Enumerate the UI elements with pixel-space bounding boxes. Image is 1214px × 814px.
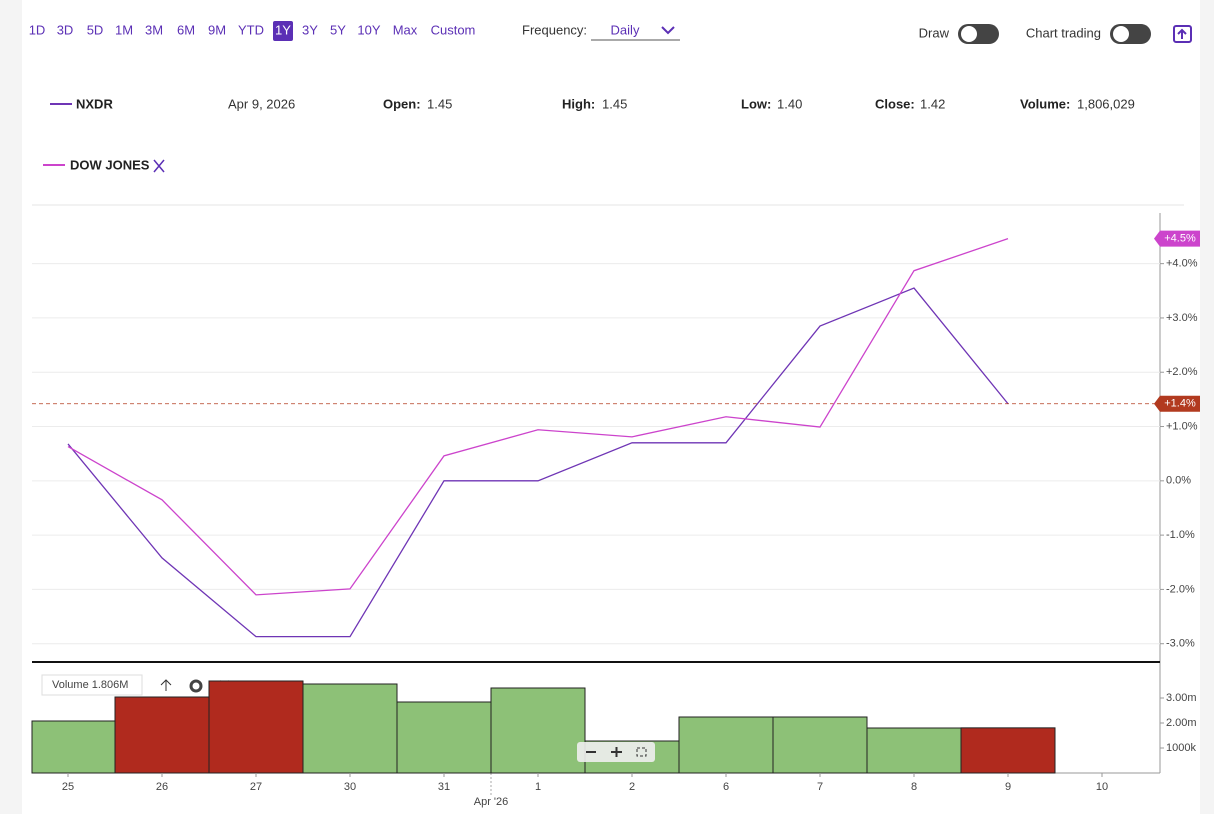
high-value: 1.45: [602, 96, 627, 111]
range-button[interactable]: 5Y: [330, 22, 346, 37]
range-button[interactable]: 5D: [87, 22, 104, 37]
volume-value: 1,806,029: [1077, 96, 1135, 111]
volume-legend: Volume 1.806M: [52, 679, 128, 691]
x-tick-label: 7: [817, 781, 823, 793]
range-button[interactable]: 10Y: [357, 22, 380, 37]
legend-label: DOW JONES: [70, 157, 150, 172]
y-tick-label: 3.00m: [1166, 692, 1197, 704]
x-tick-label: 27: [250, 781, 262, 793]
frequency-label: Frequency:: [522, 22, 587, 37]
panel: [22, 0, 1200, 814]
low-label: Low:: [741, 96, 771, 111]
frequency-select[interactable]: Daily: [611, 22, 640, 37]
popout-icon[interactable]: [1173, 25, 1192, 43]
series-line: [67, 238, 1009, 596]
y-tick-label: +3.0%: [1166, 312, 1198, 324]
x-tick-label: 30: [344, 781, 356, 793]
toggle-knob: [961, 26, 977, 42]
volume-bar: [960, 727, 1056, 774]
range-button[interactable]: 3Y: [302, 22, 318, 37]
range-selected-bg: [273, 21, 293, 41]
range-button[interactable]: Custom: [431, 22, 476, 37]
draw-label: Draw: [919, 25, 950, 40]
y-tick-label: 1000k: [1166, 742, 1196, 754]
volume-bar: [396, 701, 492, 774]
quote-date: Apr 9, 2026: [228, 96, 295, 111]
volume-bar: [208, 680, 304, 774]
low-value: 1.40: [777, 96, 802, 111]
x-tick-label: 1: [535, 781, 541, 793]
y-tick-label: +4.0%: [1166, 258, 1198, 270]
last-value-label: +1.4%: [1164, 398, 1196, 410]
legend-label: NXDR: [76, 96, 113, 111]
last-value-badge: [1154, 230, 1200, 247]
toggle-knob: [1113, 26, 1129, 42]
range-button[interactable]: YTD: [238, 22, 264, 37]
x-tick-label: 2: [629, 781, 635, 793]
range-button[interactable]: 1Y: [275, 22, 291, 37]
range-button[interactable]: 9M: [208, 22, 226, 37]
open-value: 1.45: [427, 96, 452, 111]
dropdown-icon[interactable]: [661, 26, 675, 35]
x-tick-label: 31: [438, 781, 450, 793]
range-button[interactable]: Max: [393, 22, 418, 37]
last-value-label: +4.5%: [1164, 233, 1196, 245]
y-tick-label: 2.00m: [1166, 717, 1197, 729]
volume-bar: [490, 687, 586, 774]
y-tick-label: +2.0%: [1166, 366, 1198, 378]
fit-button[interactable]: [636, 747, 647, 757]
chart-trading-label: Chart trading: [1026, 25, 1101, 40]
last-value-badge: [1154, 395, 1200, 412]
series-line: [67, 287, 1009, 638]
range-button[interactable]: 1M: [115, 22, 133, 37]
range-button[interactable]: 3M: [145, 22, 163, 37]
move-up-icon[interactable]: [160, 679, 172, 691]
close-label: Close:: [875, 96, 915, 111]
volume-bar: [114, 696, 210, 774]
volume-label: Volume:: [1020, 96, 1070, 111]
x-tick-label: 6: [723, 781, 729, 793]
volume-bar: [302, 683, 398, 774]
y-tick-label: -2.0%: [1166, 583, 1195, 595]
range-button[interactable]: 6M: [177, 22, 195, 37]
y-tick-label: 0.0%: [1166, 475, 1191, 487]
volume-bar: [772, 716, 868, 774]
range-button[interactable]: 3D: [57, 22, 74, 37]
x-tick-label: 9: [1005, 781, 1011, 793]
x-annotation: Apr '26: [474, 796, 509, 808]
close-value: 1.42: [920, 96, 945, 111]
open-label: Open:: [383, 96, 421, 111]
y-tick-label: -3.0%: [1166, 638, 1195, 650]
x-tick-label: 8: [911, 781, 917, 793]
settings-icon[interactable]: [189, 679, 203, 693]
volume-legend-box: [41, 674, 143, 696]
remove-compare[interactable]: [153, 159, 165, 173]
x-tick-label: 25: [62, 781, 74, 793]
y-tick-label: -1.0%: [1166, 529, 1195, 541]
volume-bar: [678, 716, 774, 774]
zoom-buttons[interactable]: [586, 747, 622, 757]
volume-bar: [31, 720, 116, 774]
y-tick-label: +1.0%: [1166, 420, 1198, 432]
high-label: High:: [562, 96, 595, 111]
x-tick-label: 26: [156, 781, 168, 793]
range-button[interactable]: 1D: [29, 22, 46, 37]
volume-bar: [866, 727, 962, 774]
popout-arrow: [1177, 28, 1187, 39]
x-tick-label: 10: [1096, 781, 1108, 793]
